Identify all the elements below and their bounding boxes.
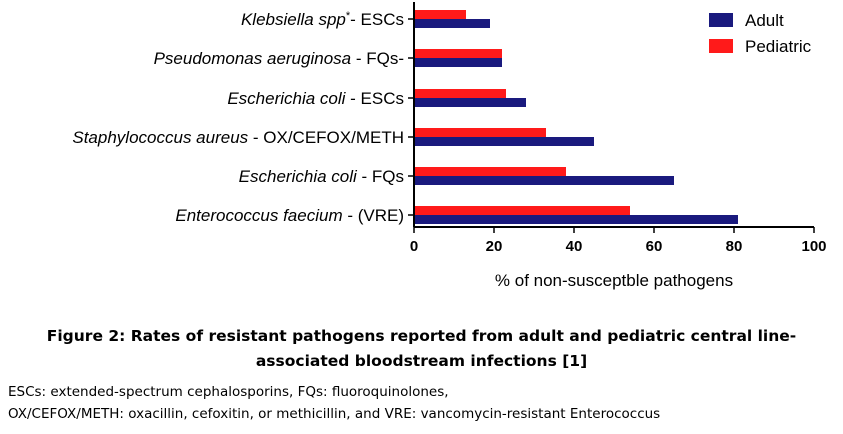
- x-tick-label-4: 80: [726, 238, 743, 255]
- bar-adult-3: [414, 137, 594, 146]
- category-label-sup-0: *: [346, 10, 351, 22]
- figure-caption-note: ESCs: extended-spectrum cephalosporins, …: [8, 381, 838, 425]
- caption-note-line1: ESCs: extended-spectrum cephalosporins, …: [8, 384, 449, 400]
- category-label-italic-1: Pseudomonas aeruginosa: [154, 49, 352, 68]
- category-label-italic-5: Enterococcus faecium: [175, 206, 342, 225]
- bar-pediatric-0: [414, 10, 466, 19]
- category-label-2: Escherichia coli - ESCs: [227, 89, 404, 108]
- category-label-1: Pseudomonas aeruginosa - FQs-: [154, 49, 404, 68]
- legend-swatch-adult: [709, 13, 733, 27]
- category-label-suffix-0: - ESCs: [350, 10, 404, 29]
- category-label-suffix-5: - (VRE): [343, 206, 404, 225]
- category-label-suffix-3: - OX/CEFOX/METH: [248, 128, 404, 147]
- x-ticks: 0 20 40 60 80 100: [410, 227, 827, 255]
- x-tick-label-0: 0: [410, 238, 418, 255]
- x-tick-label-3: 60: [646, 238, 663, 255]
- caption-title-line1: Figure 2: Rates of resistant pathogens r…: [46, 327, 797, 345]
- bar-pediatric-4: [414, 167, 566, 176]
- bars-group: [414, 10, 738, 224]
- bar-pediatric-2: [414, 89, 506, 98]
- caption-note-line2: OX/CEFOX/METH: oxacillin, cefoxitin, or …: [8, 406, 661, 422]
- category-label-italic-3: Staphylococcus aureus: [72, 128, 248, 147]
- bar-pediatric-1: [414, 49, 502, 58]
- x-tick-label-5: 100: [801, 238, 826, 255]
- bar-pediatric-5: [414, 206, 630, 215]
- category-label-italic-4: Escherichia coli: [239, 167, 358, 186]
- category-label-suffix-2: - ESCs: [345, 89, 404, 108]
- category-label-italic-0: Klebsiella spp: [241, 10, 346, 29]
- legend: Adult Pediatric: [709, 11, 812, 56]
- x-axis-title: % of non-susceptble pathogens: [495, 271, 733, 290]
- figure-caption-title: Figure 2: Rates of resistant pathogens r…: [0, 324, 843, 374]
- category-label-3: Staphylococcus aureus - OX/CEFOX/METH: [72, 128, 404, 147]
- category-label-0: Klebsiella spp*- ESCs: [241, 10, 404, 29]
- bar-adult-4: [414, 176, 674, 185]
- bar-adult-0: [414, 19, 490, 28]
- bar-pediatric-3: [414, 128, 546, 137]
- legend-label-pediatric: Pediatric: [745, 37, 812, 56]
- legend-label-adult: Adult: [745, 11, 784, 30]
- bar-adult-1: [414, 58, 502, 67]
- category-label-italic-2: Escherichia coli: [227, 89, 346, 108]
- category-label-suffix-4: - FQs: [357, 167, 404, 186]
- category-label-4: Escherichia coli - FQs: [239, 167, 404, 186]
- legend-swatch-pediatric: [709, 39, 733, 53]
- category-label-suffix-1: - FQs-: [351, 49, 404, 68]
- x-tick-label-1: 20: [486, 238, 503, 255]
- bar-adult-5: [414, 215, 738, 224]
- caption-title-line2: associated bloodstream infections [1]: [255, 352, 588, 370]
- bar-adult-2: [414, 98, 526, 107]
- category-label-5: Enterococcus faecium - (VRE): [175, 206, 404, 225]
- axes-group: [408, 2, 814, 228]
- x-tick-label-2: 40: [566, 238, 583, 255]
